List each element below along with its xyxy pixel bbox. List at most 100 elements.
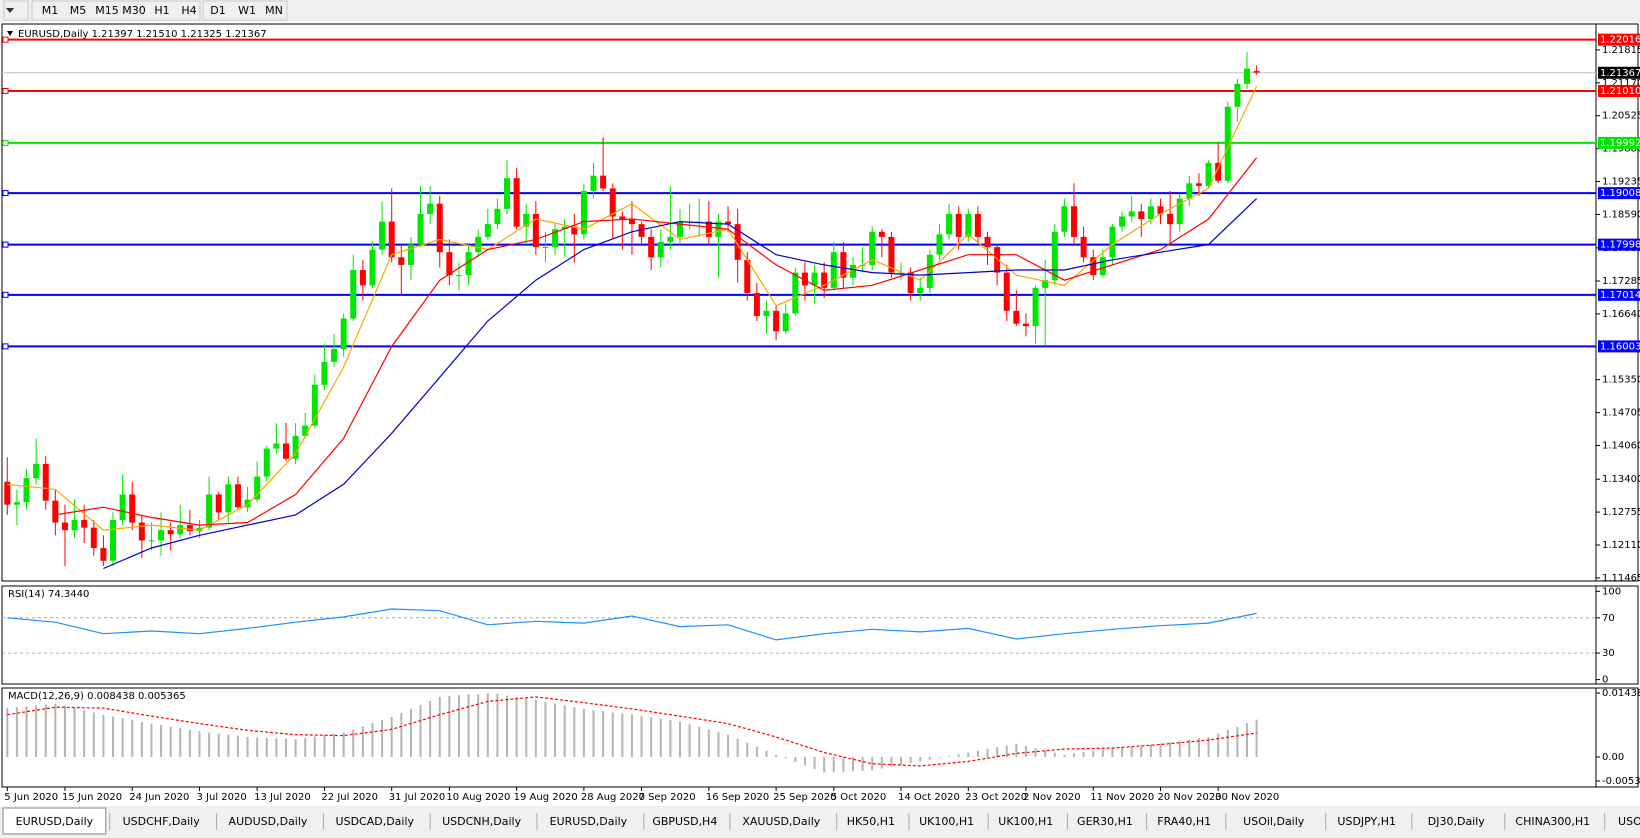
timeframe-button[interactable]: M1 <box>42 4 59 17</box>
candle-body <box>830 252 837 288</box>
candle-body <box>33 463 40 479</box>
macd-bar <box>73 708 76 757</box>
tab[interactable]: XAUUSD,Daily <box>742 815 820 828</box>
y-tick-label: 0 <box>1602 675 1608 686</box>
candle-body <box>340 318 347 350</box>
x-tick-label: 19 Aug 2020 <box>514 792 578 803</box>
macd-bar <box>477 694 480 757</box>
timeframe-button[interactable]: H1 <box>154 4 169 17</box>
macd-bar <box>217 733 220 757</box>
candle-body <box>4 481 11 505</box>
candle-body <box>119 494 126 520</box>
tab[interactable]: GBPUSD,H4 <box>652 815 717 828</box>
tab[interactable]: USDCNH,Daily <box>442 815 522 828</box>
tab[interactable]: HK50,H1 <box>847 815 895 828</box>
candle-body <box>580 190 587 235</box>
candle-body <box>946 213 953 235</box>
candle-body <box>782 313 789 332</box>
tab[interactable]: USDCHF,Daily <box>123 815 201 828</box>
timeframe-button[interactable]: M30 <box>122 4 146 17</box>
candle-body <box>398 257 405 265</box>
tab[interactable]: USOil,Daily <box>1243 815 1305 828</box>
x-tick-label: 23 Oct 2020 <box>965 792 1027 803</box>
y-tick-label: 1.17285 <box>1602 276 1640 287</box>
candle-body <box>984 236 991 248</box>
timeframe-button[interactable]: H4 <box>181 4 196 17</box>
tab[interactable]: FRA40,H1 <box>1157 815 1211 828</box>
y-tick-label: 1.12755 <box>1602 507 1640 518</box>
candle-body <box>744 259 751 293</box>
timeframe-toolbar: M1 M5 M15 M30 H1 H4 D1 W1 MN <box>3 0 288 21</box>
tab[interactable]: USDCAD,Daily <box>336 815 415 828</box>
level-label-box <box>1598 84 1640 97</box>
tab[interactable]: UK100,H1 <box>998 815 1053 828</box>
last-price-box <box>1598 66 1640 79</box>
timeframe-button[interactable]: M5 <box>70 4 87 17</box>
tab[interactable]: DJ30,Daily <box>1428 815 1486 828</box>
candle-body <box>869 231 876 265</box>
macd-bar <box>880 756 883 769</box>
macd-bar <box>1207 736 1210 757</box>
candle-body <box>110 519 117 561</box>
x-tick-label: 25 Sep 2020 <box>773 792 836 803</box>
macd-bar <box>304 737 307 757</box>
macd-bar <box>284 738 287 757</box>
candle-body <box>52 500 59 523</box>
tab[interactable]: GER30,H1 <box>1077 815 1133 828</box>
macd-bar <box>1111 748 1114 757</box>
tab[interactable]: USOil,H <box>1618 815 1640 828</box>
candle-body <box>1138 211 1145 220</box>
macd-bar <box>1178 740 1181 757</box>
level-handle <box>2 190 9 197</box>
macd-bar <box>371 723 374 757</box>
macd-bar <box>1226 729 1229 757</box>
macd-bar <box>871 756 874 771</box>
chart-title: EURUSD,Daily 1.21397 1.21510 1.21325 1.2… <box>18 29 267 40</box>
x-tick-label: 3 Jul 2020 <box>197 792 247 803</box>
candle-body <box>523 213 530 227</box>
candle-body <box>292 435 299 459</box>
macd-bar <box>688 724 691 757</box>
level-label: 1.21010 <box>1600 86 1640 97</box>
macd-bar <box>313 736 316 757</box>
macd-bar <box>1245 723 1248 757</box>
macd-bar <box>611 712 614 757</box>
indicator-title: MACD(12,26,9) 0.008438 0.005365 <box>8 691 186 702</box>
x-tick-label: 30 Nov 2020 <box>1215 792 1279 803</box>
candle-body <box>1071 206 1078 237</box>
level-label-box <box>1598 340 1640 353</box>
tab[interactable]: AUDUSD,Daily <box>229 815 308 828</box>
macd-bar <box>179 728 182 757</box>
macd-bar <box>1217 733 1220 757</box>
tab[interactable]: EURUSD,Daily <box>550 815 628 828</box>
tab[interactable]: CHINA300,H1 <box>1515 815 1590 828</box>
y-tick-label: 1.14060 <box>1602 441 1640 452</box>
timeframe-button[interactable]: MN <box>265 4 283 17</box>
candle-body <box>878 231 885 237</box>
timeframe-button[interactable]: W1 <box>238 4 256 17</box>
dropdown-arrow <box>6 8 14 13</box>
candle-body <box>994 247 1001 273</box>
tab[interactable]: USDJPY,H1 <box>1337 815 1396 828</box>
candle-body <box>1109 226 1116 258</box>
timeframe-button[interactable]: M15 <box>95 4 119 17</box>
candle-body <box>234 484 241 508</box>
timeframe-button[interactable]: D1 <box>210 4 225 17</box>
tab[interactable]: EURUSD,Daily <box>16 815 94 828</box>
tab[interactable]: UK100,H1 <box>919 815 974 828</box>
macd-bar <box>409 708 412 757</box>
candle-body <box>484 224 491 237</box>
candle-body <box>849 264 856 278</box>
candle-body <box>1167 213 1174 225</box>
tabs: EURUSD,Daily USDCHF,Daily AUDUSD,Daily USDC… <box>2 807 1640 835</box>
macd-bar <box>621 713 624 757</box>
level-label-box <box>1598 288 1640 301</box>
macd-bar <box>1063 754 1066 757</box>
y-tick-label: 1.12110 <box>1602 540 1640 551</box>
macd-bar <box>1024 745 1027 757</box>
candle-body <box>1215 162 1222 181</box>
macd-bar <box>342 732 345 757</box>
macd-bar <box>92 712 95 757</box>
macd-bar <box>582 708 585 757</box>
macd-bar <box>986 748 989 757</box>
